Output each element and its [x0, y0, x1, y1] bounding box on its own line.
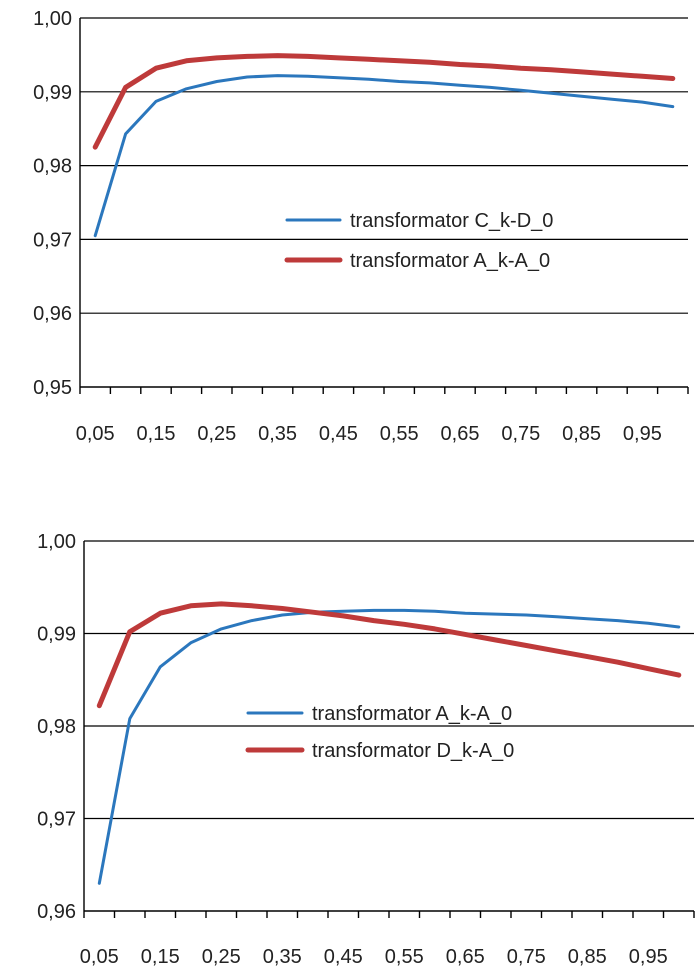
y-tick-label: 0,97	[37, 809, 76, 831]
y-tick-label: 0,95	[33, 377, 72, 399]
x-tick-label: 0,35	[258, 423, 297, 445]
x-tick-label: 0,25	[197, 423, 236, 445]
x-tick-label: 0,25	[202, 946, 241, 968]
series-line-1	[97, 608, 681, 885]
legend-label: transformator D_k-A_0	[312, 740, 514, 762]
series-line-2	[96, 601, 682, 709]
legend-label: transformator C_k-D_0	[350, 210, 553, 232]
chart-bottom: 0,96 0,97 0,98 0,99 1,00 0,05 0,15 0,25 0,35 0,45…	[37, 531, 695, 968]
y-tick-label: 0,96	[37, 901, 76, 923]
x-tick-label: 0,35	[263, 946, 302, 968]
y-tick-label: 0,98	[37, 716, 76, 738]
x-tick-label: 0,95	[623, 423, 662, 445]
x-tick-label: 0,45	[319, 423, 358, 445]
x-tick-label: 0,95	[629, 946, 668, 968]
y-tick-label: 0,99	[37, 624, 76, 646]
legend-label: transformator A_k-A_0	[350, 250, 550, 272]
x-tick-label: 0,65	[446, 946, 485, 968]
x-tick-label: 0,15	[137, 423, 176, 445]
x-tick-label: 0,85	[568, 946, 607, 968]
series-line-1	[93, 74, 675, 238]
x-tick-label: 0,55	[380, 423, 419, 445]
x-tick-label: 0,55	[385, 946, 424, 968]
x-tick-label: 0,65	[441, 423, 480, 445]
x-tick-label: 0,85	[562, 423, 601, 445]
x-tick-label: 0,05	[80, 946, 119, 968]
legend-label: transformator A_k-A_0	[312, 703, 512, 725]
series-line-2	[92, 53, 676, 150]
y-tick-label: 0,97	[33, 229, 72, 251]
y-tick-label: 0,98	[33, 156, 72, 178]
y-tick-label: 1,00	[33, 8, 72, 30]
y-tick-label: 0,96	[33, 303, 72, 325]
x-tick-label: 0,75	[501, 423, 540, 445]
x-tick-label: 0,15	[141, 946, 180, 968]
y-tick-label: 1,00	[37, 531, 76, 553]
x-tick-label: 0,75	[507, 946, 546, 968]
x-tick-label: 0,45	[324, 946, 363, 968]
x-tick-label: 0,05	[76, 423, 115, 445]
y-tick-label: 0,99	[33, 82, 72, 104]
chart-top: 0,95 0,96 0,97 0,98 0,99 1,00 0,05 0,15 0,25 0,35…	[33, 8, 689, 445]
